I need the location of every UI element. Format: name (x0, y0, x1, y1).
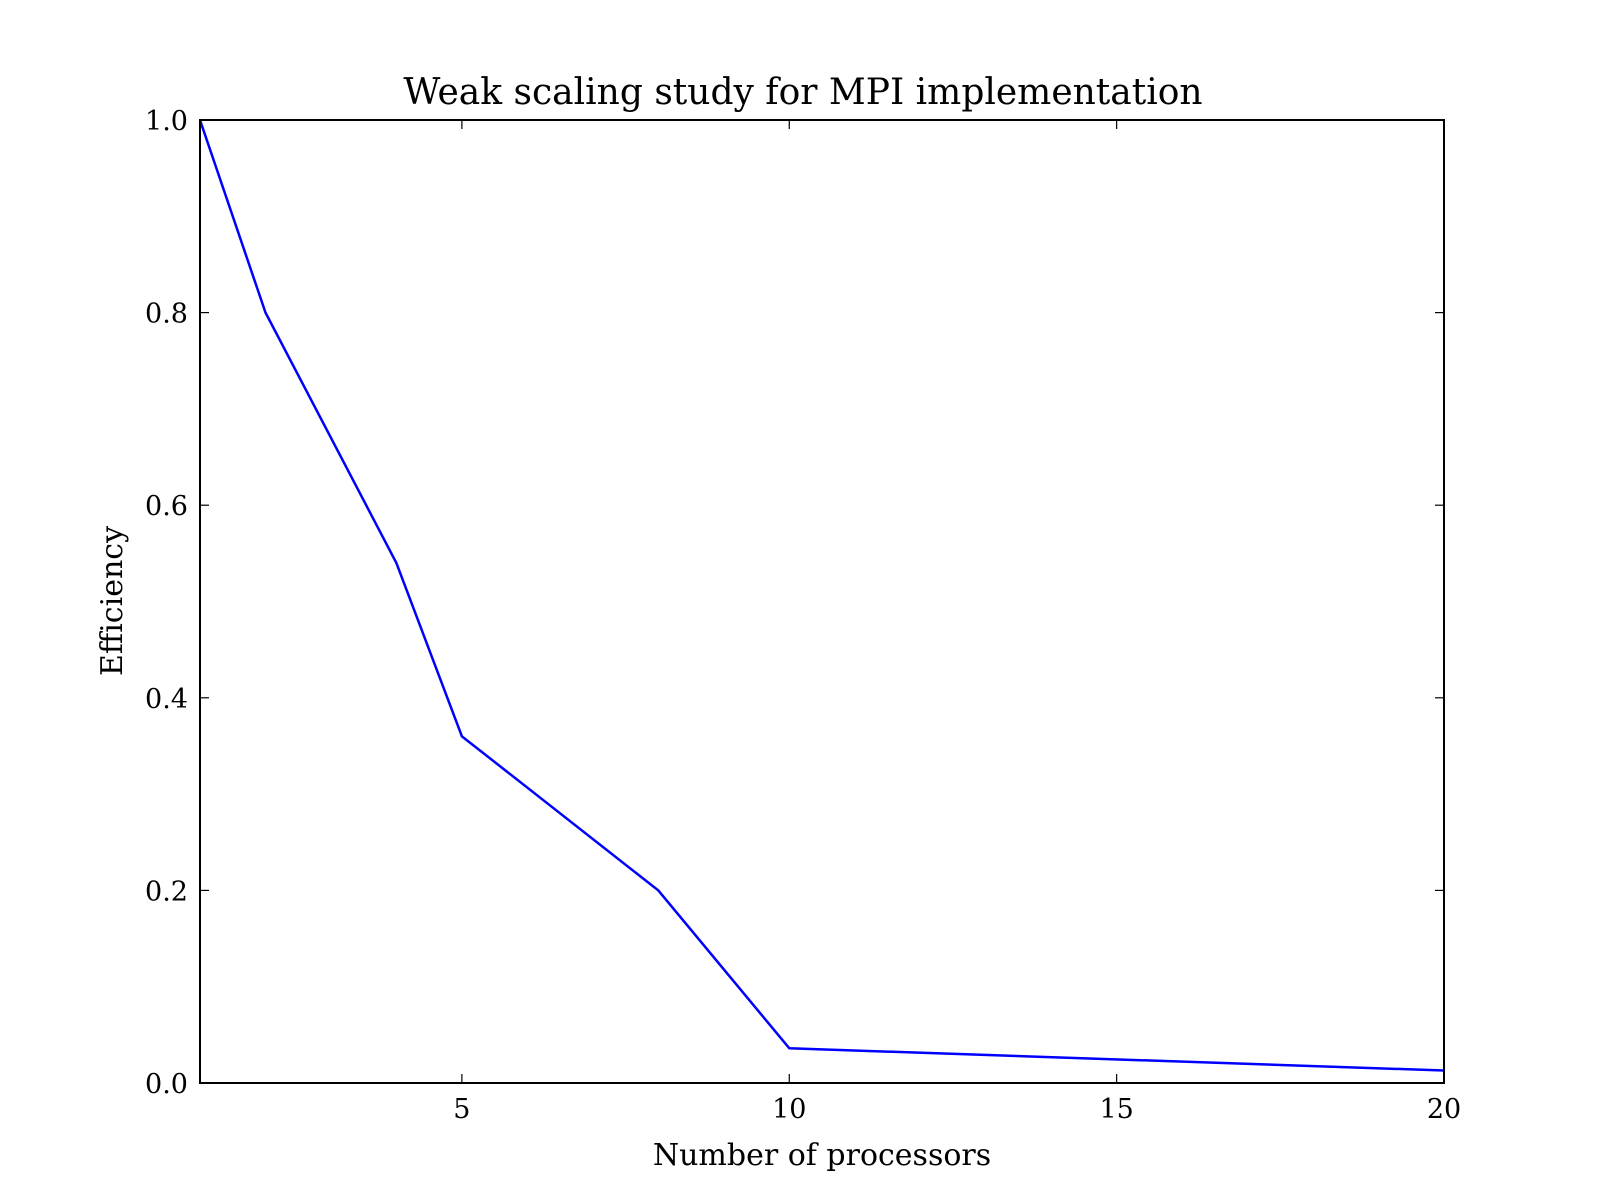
x-tick-label: 20 (1427, 1094, 1461, 1125)
plot-frame (199, 119, 1445, 1084)
y-axis-ticks: 0.0 0.2 0.4 0.6 0.8 1.0 (145, 106, 1444, 1100)
x-tick-label: 10 (772, 1094, 806, 1125)
x-tick-label: 15 (1099, 1094, 1133, 1125)
y-tick-label: 0.2 (145, 876, 188, 907)
x-axis-ticks: 5 10 15 20 (453, 120, 1461, 1125)
x-tick-label: 5 (453, 1094, 470, 1125)
y-axis-title: Efficiency (95, 526, 130, 676)
x-axis-title: Number of processors (653, 1138, 991, 1173)
y-tick-label: 0.8 (145, 299, 188, 330)
chart-title: Weak scaling study for MPI implementatio… (403, 72, 1202, 113)
series-line-0 (198, 119, 1445, 1072)
y-tick-label: 0.0 (145, 1069, 188, 1100)
y-tick-label: 0.4 (145, 684, 188, 715)
y-tick-label: 1.0 (145, 106, 188, 137)
series-layer (198, 119, 1445, 1072)
y-tick-label: 0.6 (145, 491, 188, 522)
